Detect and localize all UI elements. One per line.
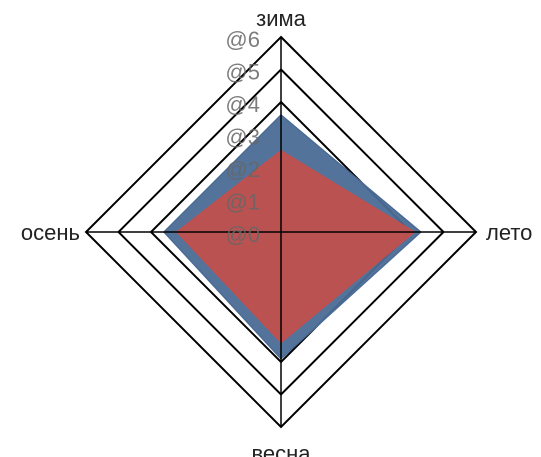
category-label: зима bbox=[256, 6, 307, 31]
radial-tick-label: @6 bbox=[225, 27, 260, 52]
radial-tick-label: @3 bbox=[225, 125, 260, 150]
radial-tick-label: @0 bbox=[225, 222, 260, 247]
radial-tick-label: @4 bbox=[225, 92, 260, 117]
radial-tick-labels: @0 @1 @2 @3 @4 @5 @6 bbox=[225, 27, 260, 247]
category-label: весна bbox=[251, 441, 311, 457]
series-area-1 bbox=[175, 149, 416, 344]
radial-tick-label: @5 bbox=[225, 60, 260, 85]
radial-tick-label: @2 bbox=[225, 157, 260, 182]
category-labels: зима лето весна осень bbox=[21, 6, 533, 457]
radar-series-layer bbox=[162, 113, 422, 360]
radial-tick-label: @1 bbox=[225, 190, 260, 215]
radar-axes bbox=[86, 37, 476, 427]
category-label: лето bbox=[486, 220, 532, 245]
category-label: осень bbox=[21, 220, 80, 245]
